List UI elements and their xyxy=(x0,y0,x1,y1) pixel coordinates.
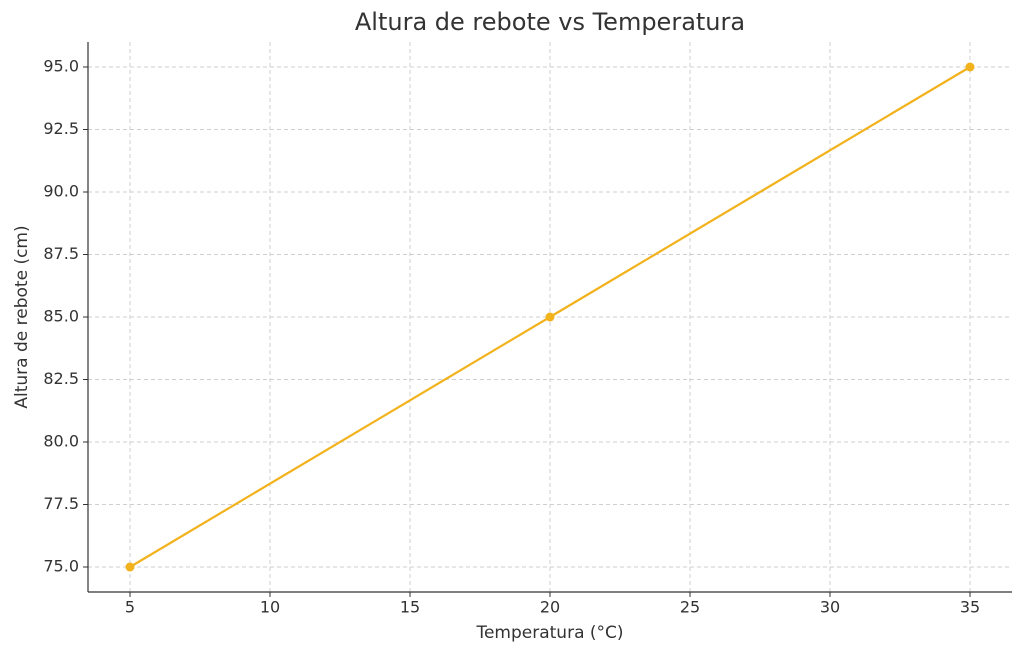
x-tick-label: 20 xyxy=(540,598,560,617)
y-axis-label: Altura de rebote (cm) xyxy=(12,225,32,408)
data-point xyxy=(545,312,555,322)
x-tick-label: 25 xyxy=(680,598,700,617)
y-tick-label: 90.0 xyxy=(43,182,79,201)
y-tick-label: 77.5 xyxy=(43,494,79,513)
x-tick-label: 15 xyxy=(400,598,420,617)
y-tick-label: 92.5 xyxy=(43,119,79,138)
x-axis-label: Temperatura (°C) xyxy=(475,623,623,643)
data-point xyxy=(125,562,135,572)
x-tick-label: 35 xyxy=(960,598,980,617)
x-tick-label: 5 xyxy=(125,598,135,617)
chart-title: Altura de rebote vs Temperatura xyxy=(355,8,745,36)
y-tick-label: 82.5 xyxy=(43,369,79,388)
y-tick-label: 95.0 xyxy=(43,57,79,76)
y-tick-label: 80.0 xyxy=(43,432,79,451)
y-tick-label: 87.5 xyxy=(43,244,79,263)
x-tick-label: 30 xyxy=(820,598,840,617)
y-tick-label: 75.0 xyxy=(43,557,79,576)
data-point xyxy=(965,62,975,72)
x-tick-label: 10 xyxy=(260,598,280,617)
y-tick-label: 85.0 xyxy=(43,307,79,326)
